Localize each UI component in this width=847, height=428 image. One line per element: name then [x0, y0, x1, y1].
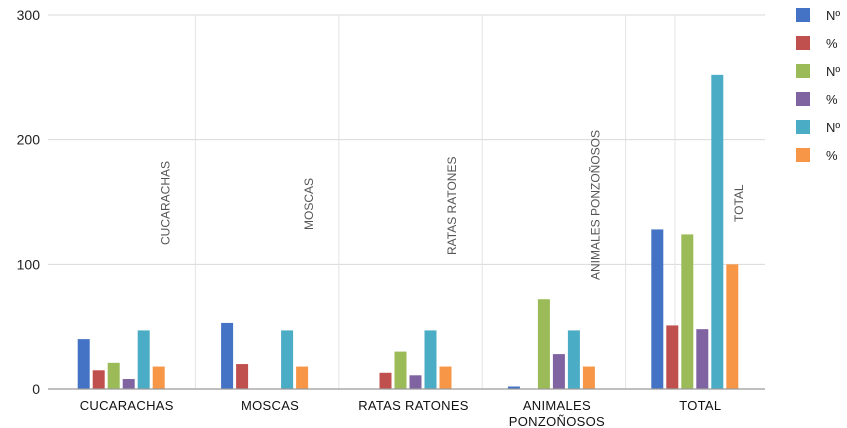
bar-4-3 — [696, 329, 709, 389]
legend-swatch-4 — [796, 120, 810, 134]
bar-2-4 — [424, 330, 437, 389]
bar-2-2 — [394, 351, 407, 389]
bar-3-3 — [552, 354, 565, 389]
rotated-label-1: MOSCAS — [302, 178, 316, 230]
bar-2-5 — [439, 366, 452, 389]
legend-label-5: % — [826, 148, 838, 163]
bar-4-5 — [726, 264, 739, 389]
legend-swatch-5 — [796, 148, 810, 162]
y-tick-label-1: 100 — [17, 256, 41, 272]
x-tick-label-2: RATAS RATONES — [358, 398, 469, 413]
bar-0-0 — [77, 339, 90, 389]
rotated-label-4: TOTAL — [732, 184, 746, 222]
bar-2-3 — [409, 375, 422, 389]
grid — [48, 14, 765, 389]
legend-swatch-3 — [796, 92, 810, 106]
bar-0-4 — [137, 330, 150, 389]
rotated-label-0: CUCARACHAS — [158, 161, 172, 245]
bar-3-0 — [507, 386, 520, 389]
bar-3-5 — [582, 366, 595, 389]
legend-label-0: Nº — [826, 8, 840, 23]
legend: Nº% Nº% Nº% — [796, 8, 840, 163]
bar-0-3 — [122, 379, 135, 389]
legend-label-3: % — [826, 92, 838, 107]
y-tick-label-3: 300 — [17, 7, 41, 23]
bar-1-4 — [281, 330, 294, 389]
legend-swatch-1 — [796, 36, 810, 50]
y-tick-label-0: 0 — [32, 381, 40, 397]
bar-1-5 — [296, 366, 309, 389]
bar-1-1 — [236, 364, 249, 389]
x-tick-label-4: TOTAL — [679, 398, 721, 413]
rotated-label-3: ANIMALES PONZOÑOSOS — [589, 130, 603, 280]
rotated-label-2: RATAS RATONES — [445, 157, 459, 255]
bar-3-2 — [537, 299, 550, 389]
bars — [77, 74, 739, 389]
legend-label-4: Nº — [826, 120, 840, 135]
legend-label-1: % — [826, 36, 838, 51]
legend-label-2: Nº — [826, 64, 840, 79]
bar-3-4 — [567, 330, 580, 389]
bar-0-2 — [107, 362, 120, 389]
x-tick-label-3-1: PONZOÑOSOS — [509, 414, 605, 428]
x-tick-label-1: MOSCAS — [241, 398, 299, 413]
rotated-category-labels: CUCARACHAS MOSCAS RATAS RATONES ANIMALES PO… — [158, 130, 746, 280]
legend-swatch-0 — [796, 8, 810, 22]
bar-0-1 — [92, 370, 105, 389]
bar-4-0 — [651, 229, 664, 389]
bar-2-1 — [379, 372, 392, 389]
bar-4-2 — [681, 234, 694, 389]
legend-swatch-2 — [796, 64, 810, 78]
axes: 0 100 200 300 CUCARACHAS MOSCAS RATAS RATONES A… — [17, 7, 765, 428]
bar-0-5 — [152, 366, 165, 389]
bar-4-1 — [666, 325, 679, 389]
x-tick-label-0: CUCARACHAS — [80, 398, 174, 413]
x-tick-label-3-0: ANIMALES — [523, 398, 591, 413]
bar-4-4 — [711, 74, 724, 389]
bar-1-0 — [221, 322, 234, 389]
y-tick-label-2: 200 — [17, 132, 41, 148]
